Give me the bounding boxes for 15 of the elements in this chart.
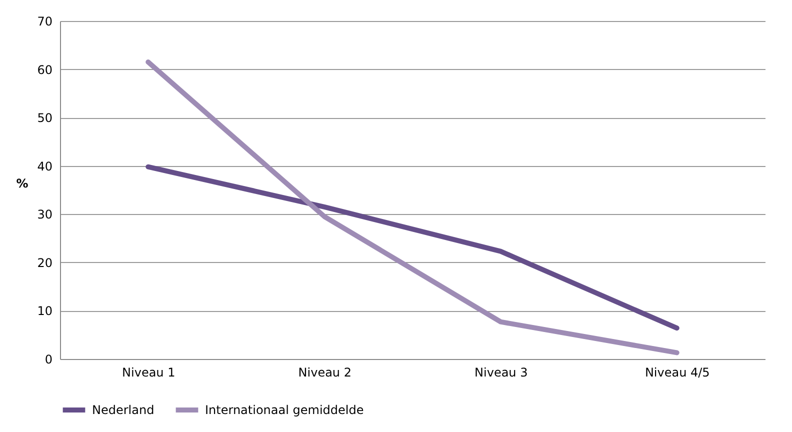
legend-label: Nederland (92, 403, 154, 417)
y-axis-title: % (16, 176, 28, 190)
x-tick-label: Niveau 2 (298, 366, 352, 380)
y-tick-label: 20 (37, 256, 52, 270)
y-tick-label: 10 (37, 304, 52, 318)
legend-label: Internationaal gemiddelde (205, 403, 364, 417)
y-tick-label: 40 (37, 159, 52, 174)
y-tick-label: 60 (37, 62, 52, 77)
x-tick-label: Niveau 3 (474, 366, 528, 380)
y-tick-label: 0 (44, 352, 52, 366)
y-tick-label: 50 (37, 111, 52, 126)
x-tick-label: Niveau 4/5 (644, 366, 710, 380)
y-tick-label: 70 (37, 14, 52, 28)
x-tick-label: Niveau 1 (122, 366, 176, 380)
y-tick-label: 30 (37, 208, 52, 222)
